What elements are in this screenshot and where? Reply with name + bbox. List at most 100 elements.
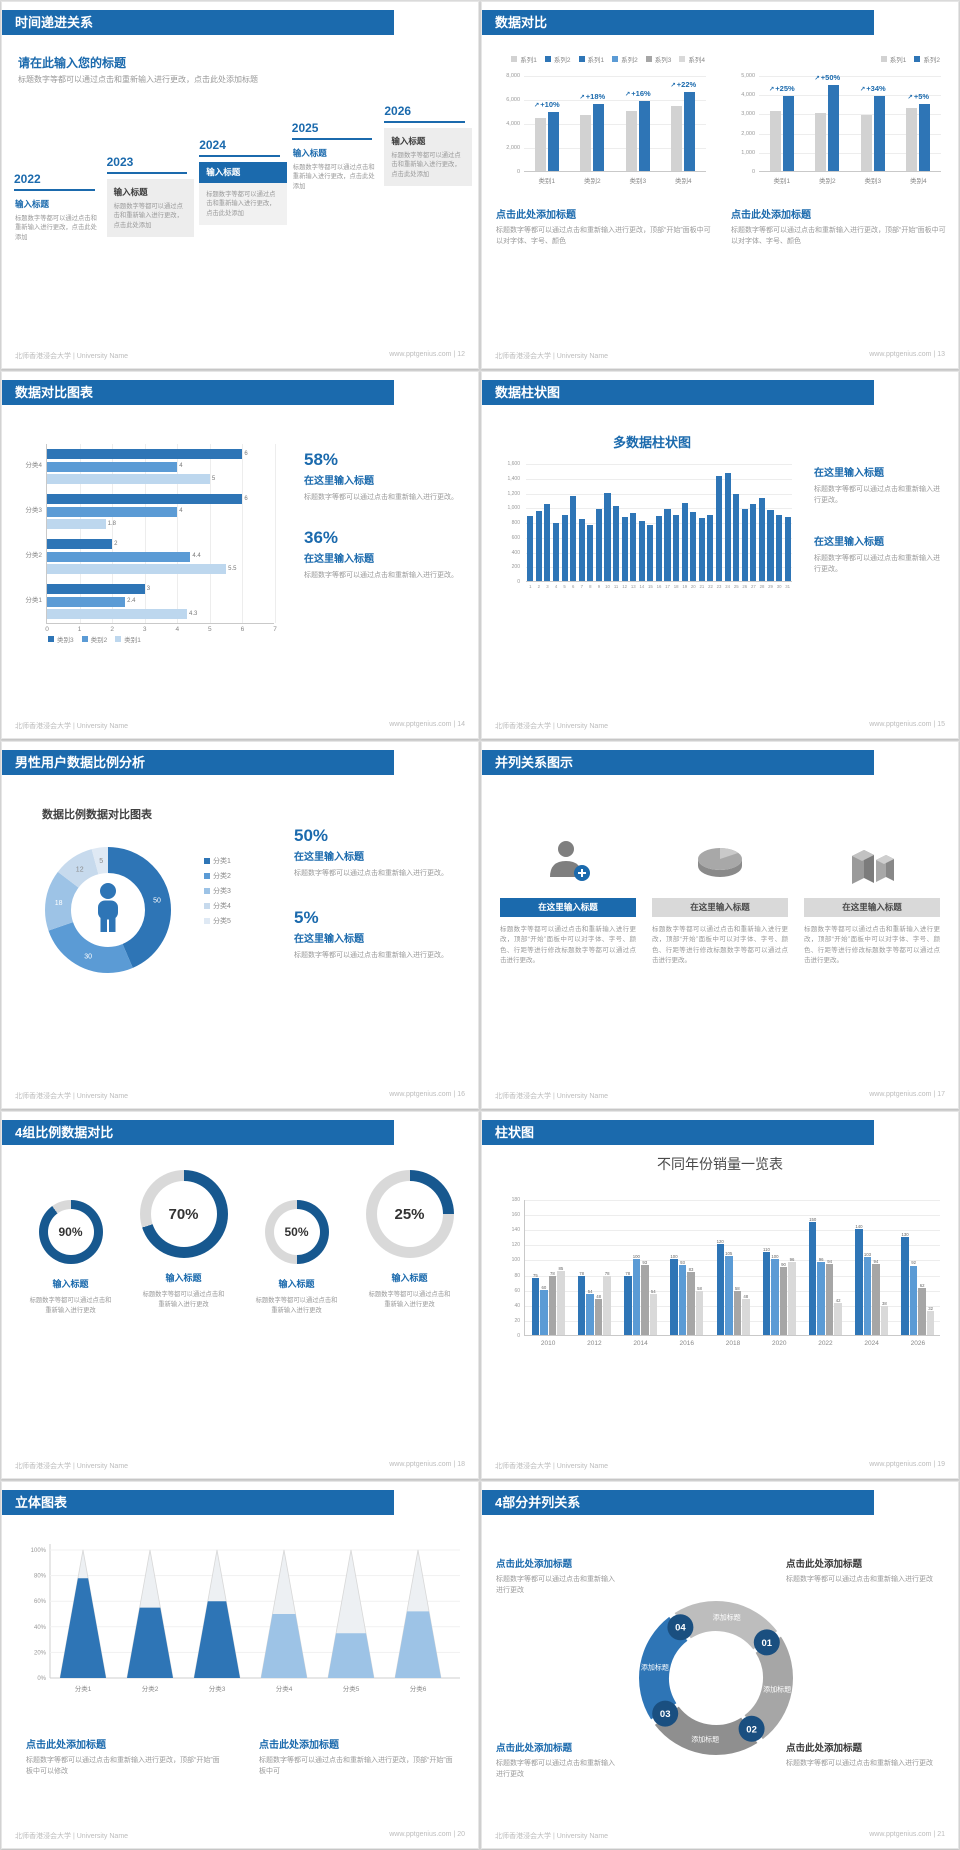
timeline-item: 2023 输入标题 标题数字等都可以通过点击和重新输入进行更改，点击此处添加	[106, 155, 195, 244]
block-title: 点击此处添加标题	[496, 1743, 573, 1754]
legend-item: 分类3	[204, 886, 231, 896]
x-axis-label: 23	[716, 584, 722, 589]
svg-text:04: 04	[675, 1623, 686, 1634]
x-axis-label: 15	[648, 584, 653, 589]
slide-data-comparison[interactable]: 数据对比 系列1 系列2 系列1 系列2 系列3 系列4 类别1 ↗+10% 类别2 ↗+18%…	[481, 1, 959, 369]
y-axis-label: 140	[511, 1227, 520, 1234]
male-person-icon	[98, 883, 118, 932]
value-label: 94	[827, 1258, 833, 1264]
value-label: 78	[579, 1271, 584, 1277]
bar	[47, 494, 243, 504]
bar	[919, 103, 931, 171]
svg-text:03: 03	[660, 1709, 671, 1720]
value-label: 58	[734, 1286, 740, 1292]
bar	[527, 516, 534, 581]
slide-cone-chart[interactable]: 立体图表 100% 80% 60% 40% 20% 0% 分类1 分类2 分类3 分类4 分类5 分类…	[1, 1481, 479, 1849]
x-axis-label: 6	[571, 584, 575, 589]
svg-text:添加标题: 添加标题	[713, 1612, 741, 1621]
ring-body: 标题数字等都可以通过点击和重新输入进行更改	[255, 1297, 338, 1314]
category-label: 分类2	[25, 551, 42, 559]
footer-site: www.pptgenius.com | 14	[389, 721, 465, 728]
y-axis-label: 8,000	[506, 73, 520, 79]
block-title: 点击此处添加标题	[496, 1559, 573, 1570]
value-label: 75	[532, 1273, 538, 1279]
value-label: 93	[642, 1259, 648, 1265]
value-label: 110	[763, 1246, 770, 1252]
bar	[638, 520, 645, 581]
caption-body: 标题数字等都可以通过点击和重新输入进行更改，顶部“开始”面板中可以对字体、字号、…	[496, 227, 711, 245]
slide-parallel-relationship[interactable]: 并列关系图示 在这里输入标题 标题数字等都可以通过点击和重新输入进行更改，顶部“…	[481, 741, 959, 1109]
bar	[47, 506, 178, 517]
svg-text:5: 5	[99, 858, 103, 865]
svg-text:添加标题: 添加标题	[763, 1684, 791, 1693]
slide-ratio-rings[interactable]: 4组比例数据对比 90% 输入标题 标题数字等都可以通过点击和重新输入进行更改 …	[1, 1111, 479, 1479]
parallel-column: 在这里输入标题 标题数字等都可以通过点击和重新输入进行更改，顶部“开始”面板中可…	[804, 832, 940, 967]
slide-title: 4组比例数据对比	[2, 1120, 394, 1145]
bar	[901, 1236, 909, 1335]
bar	[595, 508, 602, 581]
up-arrow-icon: ↗	[624, 91, 631, 99]
value-label: 6	[244, 450, 248, 457]
bar	[828, 84, 840, 171]
y-axis-label: 80	[514, 1272, 520, 1279]
x-axis-label: 10	[605, 584, 610, 589]
value-label: 42	[835, 1298, 841, 1304]
slide-time-progression[interactable]: 时间递进关系 请在此输入您的标题 标题数字等都可以通过点击和重新输入进行更改，点…	[1, 1, 479, 369]
legend-swatch	[204, 873, 210, 879]
slide-four-part-cycle[interactable]: 4部分并列关系 添加标题 添加标题 添加标题 添加标题 01 02 03 04 点击此处添加标…	[481, 1481, 959, 1849]
slide-gender-ratio[interactable]: 男性用户数据比例分析 数据比例数据对比图表 50 30 18 12 5 分类1 分类2 分类…	[1, 741, 479, 1109]
footer-site: www.pptgenius.com | 18	[389, 1461, 465, 1468]
timeline-year: 2026	[384, 104, 465, 123]
value-label: 78	[625, 1271, 631, 1277]
x-axis-label: 11	[613, 584, 619, 589]
value-label: 100	[771, 1254, 779, 1260]
value-label: 83	[688, 1267, 694, 1273]
bar	[872, 1263, 880, 1335]
slide-yearly-sales[interactable]: 柱状图 不同年份销量一览表 75 60 78 85 2010 78 54 48 78 2012 78…	[481, 1111, 959, 1479]
bar	[767, 510, 774, 581]
footer-university: 北师香港浸会大学 | University Name	[15, 1093, 129, 1100]
gridline	[524, 148, 706, 149]
caption-body: 标题数字等都可以通过点击和重新输入进行更改，顶部“开始”面板中可以对字体、字号、…	[731, 227, 946, 245]
chart-title: 数据比例数据对比图表	[42, 809, 152, 821]
stat-block: 50% 在这里输入标题 标题数字等都可以通过点击和重新输入进行更改。	[294, 826, 462, 880]
legend-item: 系列2	[612, 54, 638, 64]
column-body: 标题数字等都可以通过点击和重新输入进行更改，顶部“开始”面板中可以对字体、字号、…	[652, 926, 788, 965]
bar	[47, 449, 243, 459]
timeline-year: 2024	[199, 138, 280, 157]
legend-item: 系列3	[645, 54, 671, 64]
y-axis-label: 0	[751, 169, 755, 175]
caption-title: 点击此处添加标题	[731, 210, 811, 221]
legend-swatch	[204, 918, 210, 924]
value-label: 38	[882, 1301, 887, 1307]
parallel-column: 在这里输入标题 标题数字等都可以通过点击和重新输入进行更改，顶部“开始”面板中可…	[652, 832, 788, 967]
legend-swatch	[578, 56, 585, 62]
footer-university: 北师香港浸会大学 | University Name	[495, 353, 609, 360]
stats-column: 在这里输入标题 标题数字等都可以通过点击和重新输入进行更改。 在这里输入标题 标…	[814, 462, 944, 601]
value-label: 6	[244, 495, 248, 502]
slide-hbar-comparison[interactable]: 数据对比图表 0 1 2 3 4 5 6 7 6 4 5 6 4 1.8 2 4.4 5.5 3 2.4 4.3 分类4…	[1, 371, 479, 739]
x-axis-label: 4	[175, 626, 180, 633]
bar	[769, 111, 781, 171]
column-title: 在这里输入标题	[804, 898, 940, 917]
chart-title: 多数据柱状图	[612, 435, 691, 450]
x-axis-label: 7	[273, 626, 277, 633]
year-bar-chart: 75 60 78 85 2010 78 54 48 78 2012 78 100 93 54 2014 100…	[500, 1192, 944, 1364]
legend-item: 类别2	[81, 634, 107, 644]
legend-label: 分类2	[213, 873, 231, 880]
x-axis-label: 4	[554, 584, 558, 589]
value-label: 32	[928, 1305, 934, 1311]
y-axis-label: 2,000	[506, 145, 520, 151]
up-arrow-icon: ↗	[814, 74, 820, 82]
value-label: 58	[697, 1286, 702, 1292]
bar	[604, 492, 611, 581]
timeline-box: 输入标题 标题数字等都可以通过点击和重新输入进行更改，点击此处添加	[384, 128, 472, 187]
slide-column-chart[interactable]: 数据柱状图 多数据柱状图 1 2 3 4 5 6 7 8 9 10 11 12 13 14 15 16 17 18…	[481, 371, 959, 739]
svg-text:分类6: 分类6	[410, 1684, 427, 1693]
svg-text:100%: 100%	[31, 1548, 47, 1554]
value-label: 94	[873, 1258, 879, 1264]
block-body: 标题数字等都可以通过点击和重新输入进行更改	[786, 1760, 933, 1767]
bar	[771, 1259, 779, 1335]
gridline	[275, 444, 276, 623]
